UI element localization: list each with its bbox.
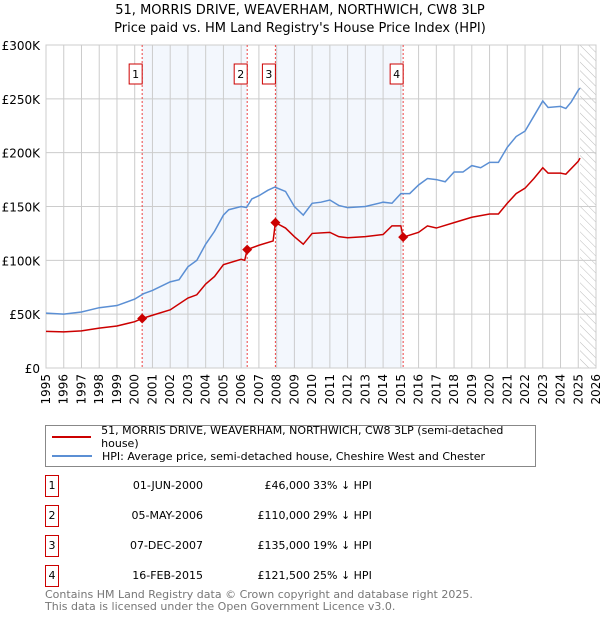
sale-marker-label: 3 — [45, 535, 59, 557]
sale-point — [137, 313, 148, 324]
x-tick-label: 2008 — [270, 374, 284, 405]
sale-hpi-diff: 25% ↓ HPI — [313, 569, 372, 582]
x-tick-label: 2006 — [234, 374, 248, 405]
sale-marker-label: 4 — [45, 565, 59, 587]
sale-marker-box — [128, 63, 143, 85]
x-tick-label: 2024 — [554, 374, 568, 405]
sale-date: 05-MAY-2006 — [131, 509, 203, 522]
sale-row: 4 16-FEB-2015 £121,500 25% ↓ HPI — [45, 565, 445, 587]
sale-marker-number: 1 — [132, 68, 139, 81]
x-tick-label: 2016 — [412, 374, 426, 405]
x-tick-label: 1995 — [39, 374, 53, 405]
sale-price: £121,500 — [257, 569, 311, 582]
sale-row: 3 07-DEC-2007 £135,000 19% ↓ HPI — [45, 535, 445, 557]
legend-swatch-blue — [52, 455, 92, 457]
attribution-line-2: This data is licensed under the Open Gov… — [45, 600, 396, 613]
x-tick-label: 2025 — [571, 374, 585, 405]
legend-label: HPI: Average price, semi-detached house,… — [102, 449, 486, 463]
price-chart: 1995 1996 1997 1998 1999 2000 2001 2002 2003 2004… — [2, 39, 600, 405]
chart-subtitle: Price paid vs. HM Land Registry's House … — [114, 21, 486, 36]
sale-marker-box — [261, 63, 276, 85]
sale-date: 01-JUN-2000 — [132, 479, 203, 492]
x-tick-label: 2015 — [394, 374, 408, 405]
legend-item-hpi: HPI: Average price, semi-detached house,… — [52, 447, 485, 465]
x-tick-label: 2018 — [447, 374, 461, 405]
y-tick-label: £250K — [2, 93, 42, 107]
x-tick-label: 2026 — [589, 374, 600, 405]
sale-price: £135,000 — [257, 539, 311, 552]
x-tick-label: 2013 — [358, 374, 372, 405]
x-tick-label: 1998 — [92, 374, 106, 405]
x-tick-label: 2000 — [128, 374, 142, 405]
sale-marker-box — [389, 63, 404, 85]
sale-point — [270, 217, 281, 228]
x-tick-label: 2020 — [483, 374, 497, 405]
sale-hpi-diff: 19% ↓ HPI — [313, 539, 372, 552]
chart-title: 51, MORRIS DRIVE, WEAVERHAM, NORTHWICH, … — [115, 3, 485, 18]
x-tick-label: 2011 — [323, 374, 337, 405]
x-tick-label: 2012 — [341, 374, 355, 405]
x-tick-label: 2005 — [216, 374, 230, 405]
sale-marker-label: 2 — [45, 505, 59, 527]
x-tick-label: 2001 — [145, 374, 159, 405]
attribution: Contains HM Land Registry data © Crown c… — [45, 589, 473, 613]
property-price-line — [45, 157, 581, 333]
y-tick-label: £100K — [2, 254, 42, 268]
legend-swatch-red — [52, 436, 92, 438]
x-tick-label: 2022 — [518, 374, 532, 405]
sale-point — [242, 244, 253, 255]
sale-marker-label: 1 — [45, 475, 59, 497]
sale-marker-number: 2 — [237, 68, 244, 81]
sale-row: 1 01-JUN-2000 £46,000 33% ↓ HPI — [45, 475, 445, 497]
x-tick-label: 2023 — [536, 374, 550, 405]
sale-row: 2 05-MAY-2006 £110,000 29% ↓ HPI — [45, 505, 445, 527]
sale-marker-box — [233, 63, 248, 85]
x-tick-label: 1996 — [57, 374, 71, 405]
legend-label: 51, MORRIS DRIVE, WEAVERHAM, NORTHWICH, … — [101, 424, 504, 450]
y-tick-label: £50K — [9, 308, 41, 322]
sale-marker-number: 4 — [393, 68, 400, 81]
x-tick-label: 2002 — [163, 374, 177, 405]
x-tick-label: 2009 — [287, 374, 301, 405]
sale-date: 07-DEC-2007 — [129, 539, 203, 552]
legend-item-property: 51, MORRIS DRIVE, WEAVERHAM, NORTHWICH, … — [52, 424, 535, 450]
y-tick-label: £150K — [2, 201, 42, 215]
x-tick-label: 2003 — [181, 374, 195, 405]
attribution-line-1: Contains HM Land Registry data © Crown c… — [45, 588, 473, 601]
legend: 51, MORRIS DRIVE, WEAVERHAM, NORTHWICH, … — [45, 424, 536, 467]
sale-hpi-diff: 29% ↓ HPI — [313, 509, 372, 522]
y-tick-label: £300K — [2, 39, 42, 53]
y-tick-label: £0 — [25, 362, 40, 376]
hpi-line — [45, 87, 581, 315]
x-tick-label: 2014 — [376, 374, 390, 405]
plot-frame — [45, 44, 597, 369]
sale-date: 16-FEB-2015 — [132, 569, 203, 582]
x-tick-label: 2021 — [500, 374, 514, 405]
sale-price: £110,000 — [257, 509, 311, 522]
sale-point — [398, 232, 409, 243]
x-tick-label: 2007 — [252, 374, 266, 405]
sale-marker-number: 3 — [265, 68, 272, 81]
x-tick-label: 1997 — [74, 374, 88, 405]
x-tick-label: 2019 — [465, 374, 479, 405]
y-tick-label: £200K — [2, 147, 42, 161]
x-tick-label: 2010 — [305, 374, 319, 405]
sale-price: £46,000 — [264, 479, 311, 492]
x-tick-label: 2017 — [429, 374, 443, 405]
sale-hpi-diff: 33% ↓ HPI — [313, 479, 372, 492]
x-tick-label: 2004 — [199, 374, 213, 405]
x-tick-label: 1999 — [110, 374, 124, 405]
